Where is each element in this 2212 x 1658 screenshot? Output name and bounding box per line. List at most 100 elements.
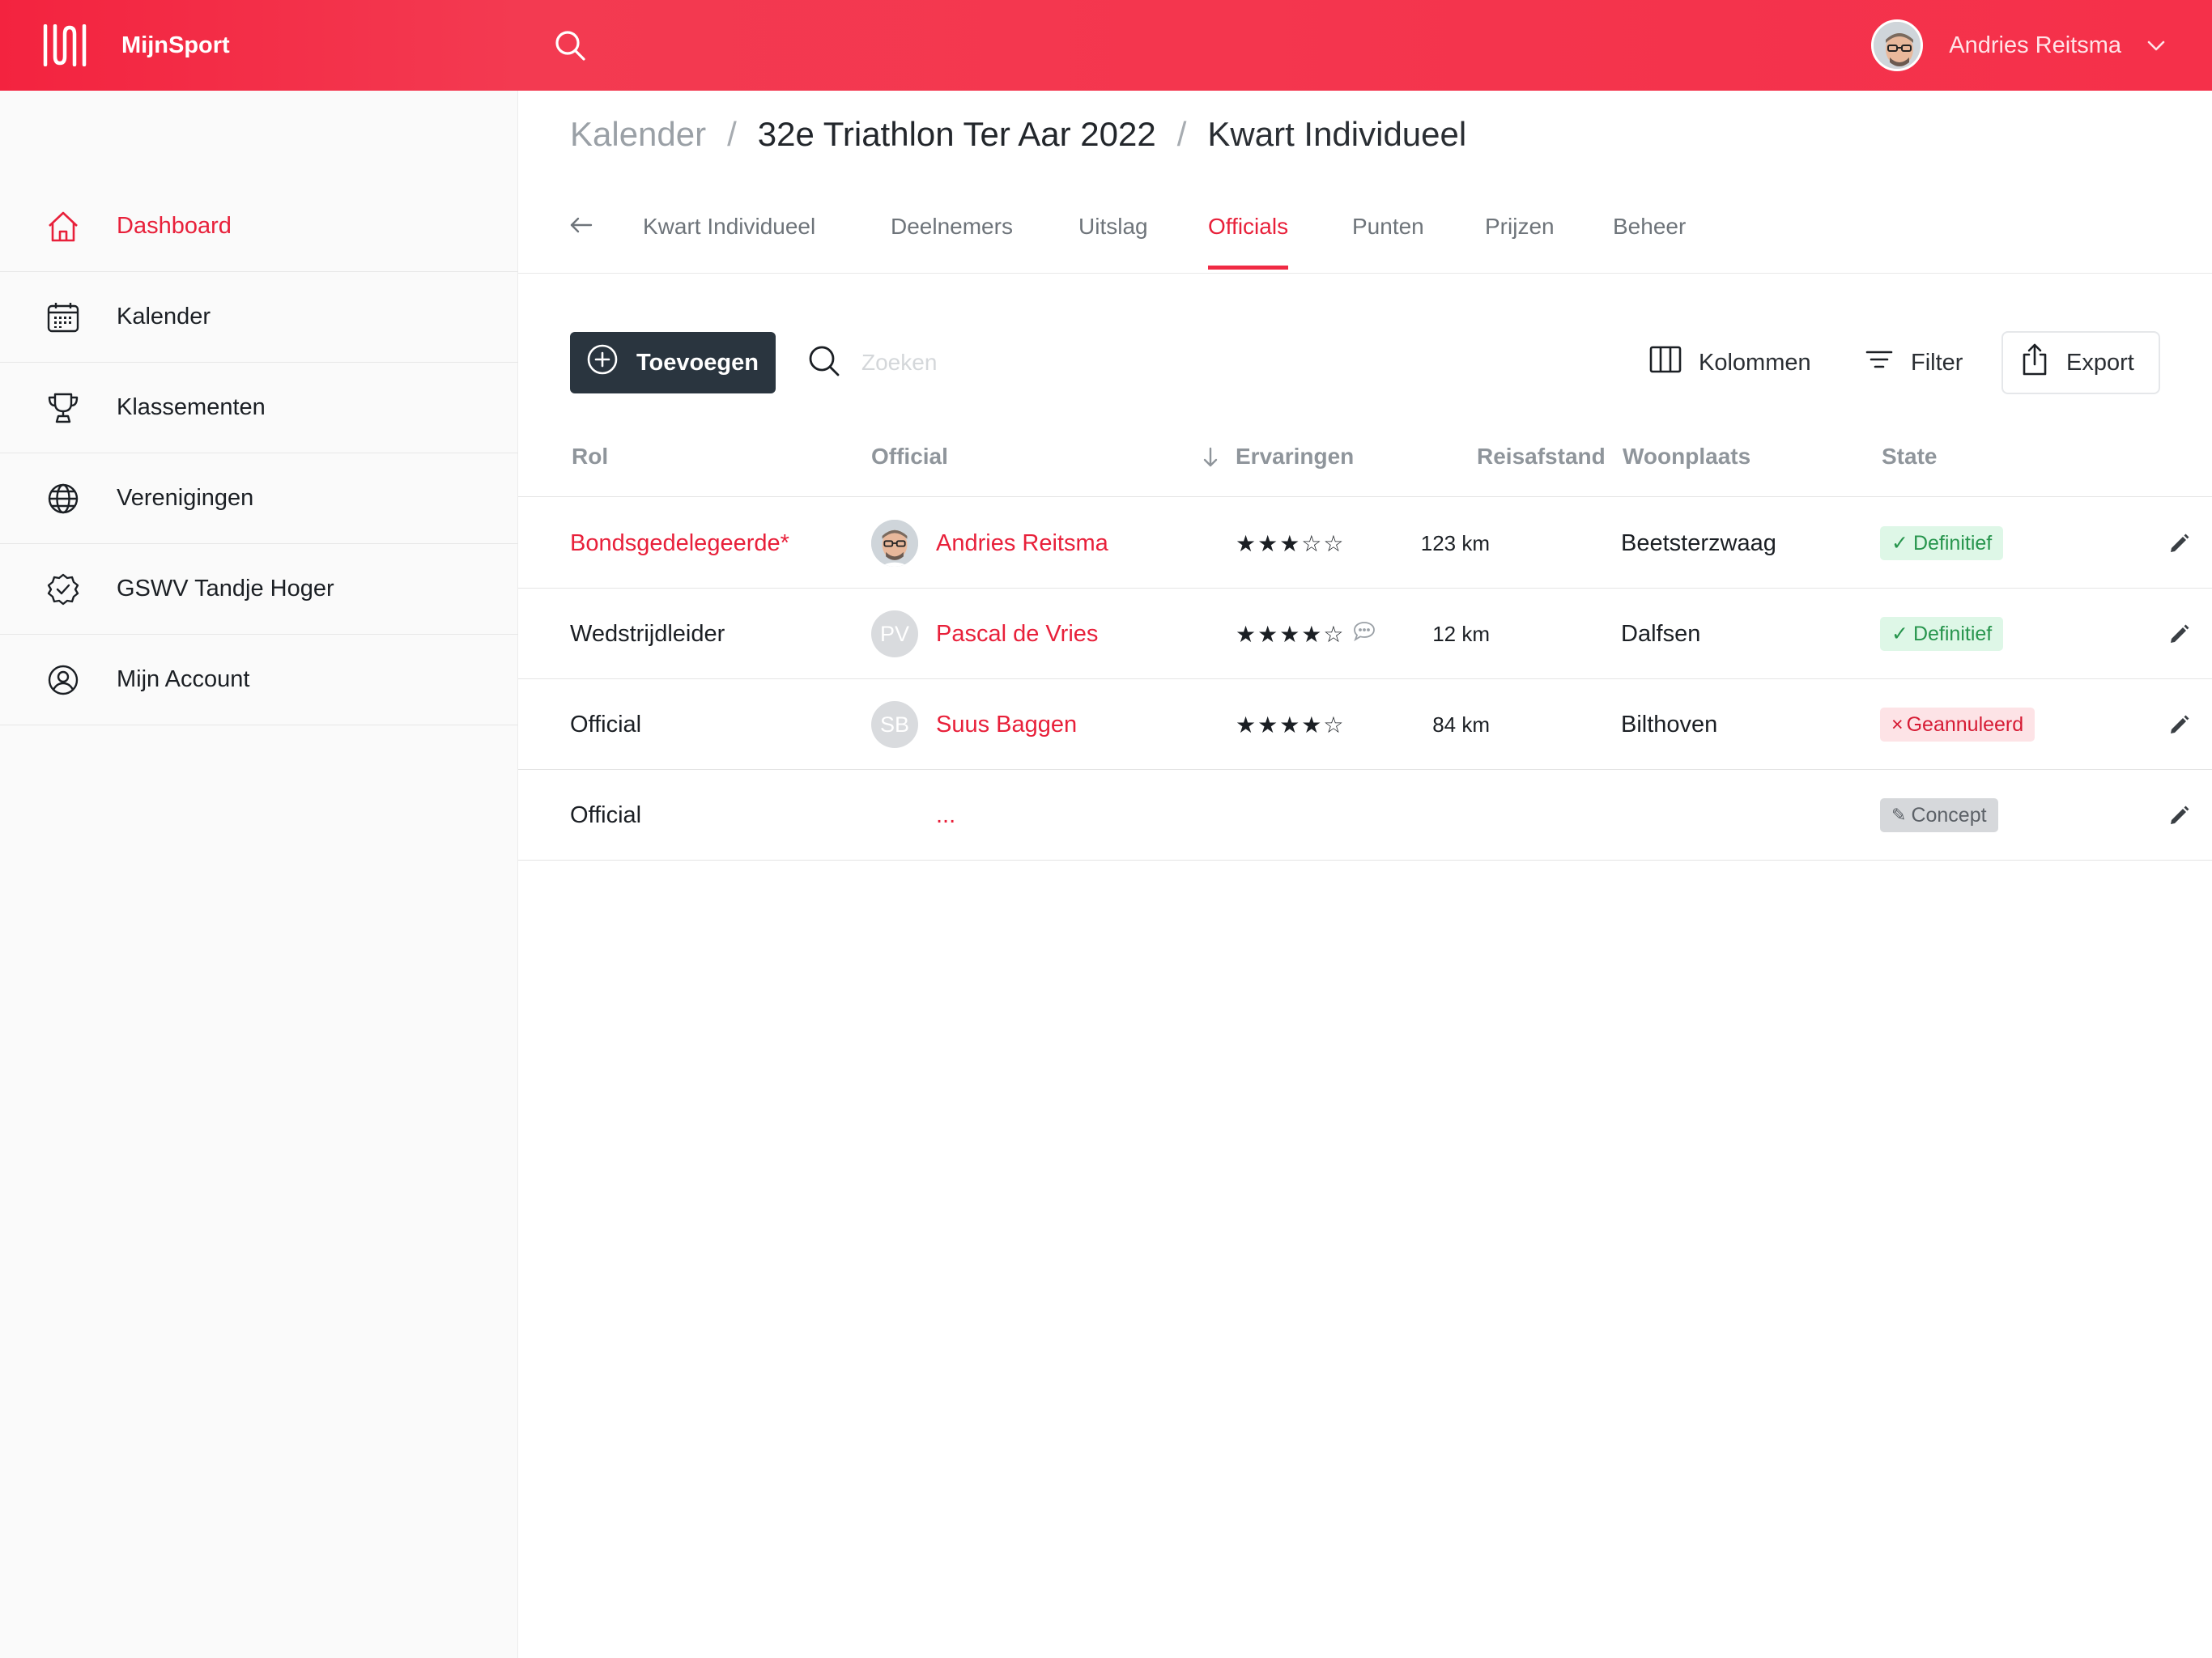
tab-kwart-individueel[interactable]: Kwart Individueel <box>643 214 816 239</box>
filter-label: Filter <box>1911 349 1963 376</box>
sidebar-item-label: Klassementen <box>117 394 266 420</box>
sidebar-item-gswv-tandje-hoger[interactable]: GSWV Tandje Hoger <box>0 544 518 635</box>
home-icon <box>45 209 81 244</box>
residence-cell: Beetsterzwaag <box>1621 529 1776 556</box>
status-badge-label: Geannuleerd <box>1906 712 2024 736</box>
filter-button[interactable]: Filter <box>1864 343 1963 382</box>
search-input[interactable] <box>861 350 1185 376</box>
breadcrumb-separator: / <box>727 115 737 153</box>
sidebar-item-label: Kalender <box>117 304 211 329</box>
official-name-link[interactable]: Andries Reitsma <box>936 529 1108 556</box>
column-header-rol[interactable]: Rol <box>572 444 609 469</box>
avatar-initials: PV <box>871 610 918 657</box>
sidebar-item-label: Dashboard <box>117 213 232 239</box>
edit-pencil-icon[interactable] <box>2162 707 2197 742</box>
sidebar-item-dashboard[interactable]: Dashboard <box>0 181 518 272</box>
sidebar-item-kalender[interactable]: Kalender <box>0 272 518 363</box>
tab-prijzen[interactable]: Prijzen <box>1485 214 1555 239</box>
back-arrow-icon[interactable] <box>564 207 599 243</box>
column-header-state[interactable]: State <box>1882 444 1938 469</box>
export-button[interactable]: Export <box>2001 331 2160 394</box>
sidebar: MijnSport Dashboard Kalender Klassemente… <box>0 0 518 1658</box>
rating-stars: ★★★★☆ <box>1236 620 1346 648</box>
travel-distance: 12 km <box>1432 621 1490 646</box>
official-name-link[interactable]: Pascal de Vries <box>936 620 1099 647</box>
avatar <box>871 520 918 567</box>
state-cell: ✓ Definitief <box>1880 498 2004 589</box>
travel-distance: 84 km <box>1432 712 1490 737</box>
role-cell: Official <box>570 801 642 828</box>
top-bar: Andries Reitsma <box>518 0 2212 91</box>
edit-pencil-icon[interactable] <box>2162 616 2197 652</box>
breadcrumb-kalender[interactable]: Kalender <box>570 115 707 153</box>
user-name: Andries Reitsma <box>1949 32 2121 58</box>
tab-bar: Kwart Individueel Deelnemers Uitslag Off… <box>518 189 2212 274</box>
mijnsport-logo-icon <box>43 24 87 66</box>
official-cell: PV Pascal de Vries <box>871 589 1098 679</box>
pencil-icon: ✎ <box>1891 805 1907 826</box>
tab-punten[interactable]: Punten <box>1352 214 1424 239</box>
breadcrumb-event[interactable]: 32e Triathlon Ter Aar 2022 <box>757 115 1156 153</box>
sidebar-nav: Dashboard Kalender Klassementen Verenigi… <box>0 181 518 725</box>
tab-officials[interactable]: Officials <box>1208 214 1289 270</box>
state-cell: ✎ Concept <box>1880 770 1998 861</box>
status-badge: ✓ Definitief <box>1880 617 2004 651</box>
columns-label: Kolommen <box>1699 349 1811 376</box>
sidebar-item-verenigingen[interactable]: Verenigingen <box>0 453 518 544</box>
sidebar-item-klassementen[interactable]: Klassementen <box>0 363 518 453</box>
sidebar-item-mijn-account[interactable]: Mijn Account <box>0 635 518 725</box>
official-name-link[interactable]: Suus Baggen <box>936 711 1078 738</box>
edit-pencil-icon[interactable] <box>2162 525 2197 561</box>
chevron-down-icon[interactable] <box>2144 33 2168 57</box>
column-header-official[interactable]: Official <box>871 444 948 469</box>
search-icon[interactable] <box>552 28 588 63</box>
breadcrumb-current: Kwart Individueel <box>1207 115 1467 153</box>
column-header-reisafstand[interactable]: Reisafstand <box>1477 444 1606 469</box>
sort-descending-icon[interactable] <box>1198 445 1223 474</box>
tab-beheer[interactable]: Beheer <box>1613 214 1687 239</box>
breadcrumb: Kalender / 32e Triathlon Ter Aar 2022 / … <box>570 115 1466 154</box>
check-icon: ✓ <box>1891 532 1908 555</box>
brand-bar: MijnSport <box>0 0 518 91</box>
calendar-icon <box>45 300 81 335</box>
table-header: Rol Official Ervaringen Reisafstand Woon… <box>518 421 2212 497</box>
status-badge: × Geannuleerd <box>1880 708 2035 742</box>
cross-icon: × <box>1891 712 1904 736</box>
column-header-ervaringen[interactable]: Ervaringen <box>1236 444 1355 469</box>
comment-icon[interactable] <box>1352 620 1376 648</box>
edit-pencil-icon[interactable] <box>2162 797 2197 833</box>
table-row[interactable]: Official ... ✎ Concept <box>518 770 2212 861</box>
state-cell: ✓ Definitief <box>1880 589 2004 679</box>
share-export-icon <box>2019 342 2050 384</box>
status-badge: ✎ Concept <box>1880 798 1998 832</box>
table-row[interactable]: Official SB Suus Baggen ★★★★☆ 84 km Bilt… <box>518 679 2212 770</box>
rating-stars: ★★★★☆ <box>1236 711 1346 738</box>
search-field <box>806 343 1185 382</box>
sidebar-item-label: Mijn Account <box>117 666 250 692</box>
user-circle-icon <box>45 662 81 698</box>
table-row[interactable]: Bondsgedelegeerde* Andries Reitsma ★★★☆☆… <box>518 498 2212 589</box>
official-name-link[interactable]: ... <box>936 801 956 828</box>
tab-uitslag[interactable]: Uitslag <box>1078 214 1148 239</box>
role-cell: Bondsgedelegeerde* <box>570 529 789 556</box>
tab-deelnemers[interactable]: Deelnemers <box>891 214 1013 239</box>
sidebar-item-label: GSWV Tandje Hoger <box>117 576 334 602</box>
role-cell: Official <box>570 711 642 738</box>
column-header-woonplaats[interactable]: Woonplaats <box>1623 444 1751 469</box>
filter-icon <box>1864 344 1895 381</box>
role-cell: Wedstrijdleider <box>570 620 725 647</box>
official-cell: SB Suus Baggen <box>871 679 1077 770</box>
user-menu[interactable]: Andries Reitsma <box>1871 19 2168 71</box>
table-row[interactable]: Wedstrijdleider PV Pascal de Vries ★★★★☆… <box>518 589 2212 679</box>
avatar-initials: SB <box>871 701 918 748</box>
rating-cell: ★★★★☆ <box>1236 589 1376 679</box>
status-badge-label: Concept <box>1911 803 1987 827</box>
columns-button[interactable]: Kolommen <box>1648 343 1811 382</box>
travel-distance: 123 km <box>1420 530 1490 555</box>
add-official-button[interactable]: Toevoegen <box>570 332 776 393</box>
plus-circle-icon <box>586 343 619 382</box>
rating-stars: ★★★☆☆ <box>1236 529 1346 557</box>
add-button-label: Toevoegen <box>636 349 759 376</box>
status-badge-label: Definitief <box>1912 622 1993 645</box>
search-icon <box>806 343 842 383</box>
